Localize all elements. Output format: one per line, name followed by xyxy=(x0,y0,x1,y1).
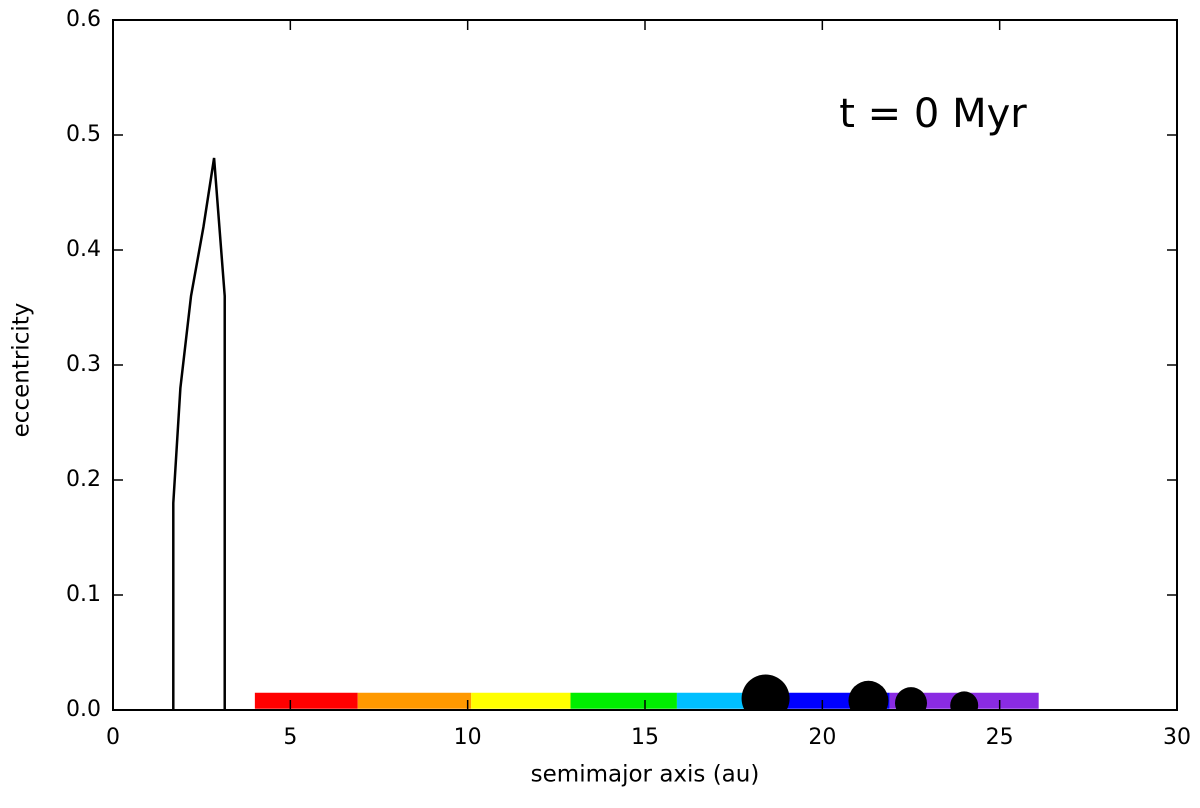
y-tick-label: 0.0 xyxy=(66,697,101,722)
y-tick-label: 0.4 xyxy=(66,237,101,262)
y-tick-label: 0.5 xyxy=(66,122,101,147)
x-axis-label: semimajor axis (au) xyxy=(531,762,760,788)
y-axis-label: eccentricity xyxy=(9,303,35,438)
outline-line xyxy=(172,157,226,710)
x-tick-label: 30 xyxy=(1163,725,1191,750)
x-tick-label: 20 xyxy=(808,725,836,750)
x-tick-label: 25 xyxy=(986,725,1014,750)
planet xyxy=(741,674,790,710)
x-tick-label: 10 xyxy=(454,725,482,750)
x-tick-label: 5 xyxy=(283,725,297,750)
planet xyxy=(950,691,979,710)
x-tick-label: 15 xyxy=(631,725,659,750)
y-tick-label: 0.2 xyxy=(66,467,101,492)
y-tick-label: 0.6 xyxy=(66,7,101,32)
x-tick-label: 0 xyxy=(106,725,120,750)
plot-area xyxy=(172,157,1039,710)
y-tick-label: 0.3 xyxy=(66,352,101,377)
annotation: t = 0 Myr xyxy=(839,91,1027,137)
plot-frame xyxy=(112,19,1178,711)
y-tick-label: 0.1 xyxy=(66,582,101,607)
planet xyxy=(895,687,927,710)
planet xyxy=(848,680,889,710)
